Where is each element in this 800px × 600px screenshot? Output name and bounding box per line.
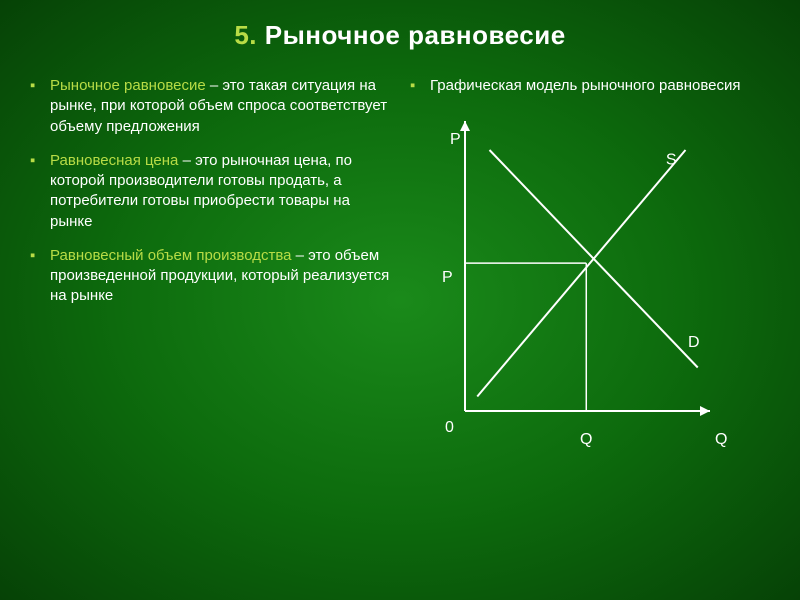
term: Равновесная цена [50, 152, 178, 169]
chart-caption: Графическая модель рыночного равновесия [430, 77, 740, 94]
svg-text:S: S [666, 152, 677, 169]
term: Равновесный объем производства [50, 247, 291, 264]
svg-text:D: D [688, 334, 700, 351]
list-item: Равновесный объем производства – это объ… [30, 246, 390, 307]
equilibrium-chart: SD P P 0 Q Q [410, 111, 740, 451]
right-column: Графическая модель рыночного равновесия … [410, 76, 770, 451]
title-text: Рыночное равновесие [265, 20, 566, 50]
chart-svg: SD [410, 111, 740, 451]
title-number: 5. [234, 20, 257, 50]
label-origin: 0 [445, 419, 454, 437]
right-list: Графическая модель рыночного равновесия [410, 76, 770, 96]
label-p-eq: P [442, 269, 453, 287]
label-q-eq: Q [580, 431, 592, 449]
list-item: Равновесная цена – это рыночная цена, по… [30, 151, 390, 232]
list-item: Рыночное равновесие – это такая ситуация… [30, 76, 390, 137]
left-list: Рыночное равновесие – это такая ситуация… [30, 76, 390, 307]
slide: 5. Рыночное равновесие Рыночное равновес… [0, 0, 800, 600]
columns: Рыночное равновесие – это такая ситуация… [30, 76, 770, 451]
label-q-axis: Q [715, 431, 727, 449]
slide-title: 5. Рыночное равновесие [30, 20, 770, 51]
left-column: Рыночное равновесие – это такая ситуация… [30, 76, 390, 451]
term: Рыночное равновесие [50, 77, 206, 94]
label-p-axis: P [450, 131, 461, 149]
list-item: Графическая модель рыночного равновесия [410, 76, 770, 96]
